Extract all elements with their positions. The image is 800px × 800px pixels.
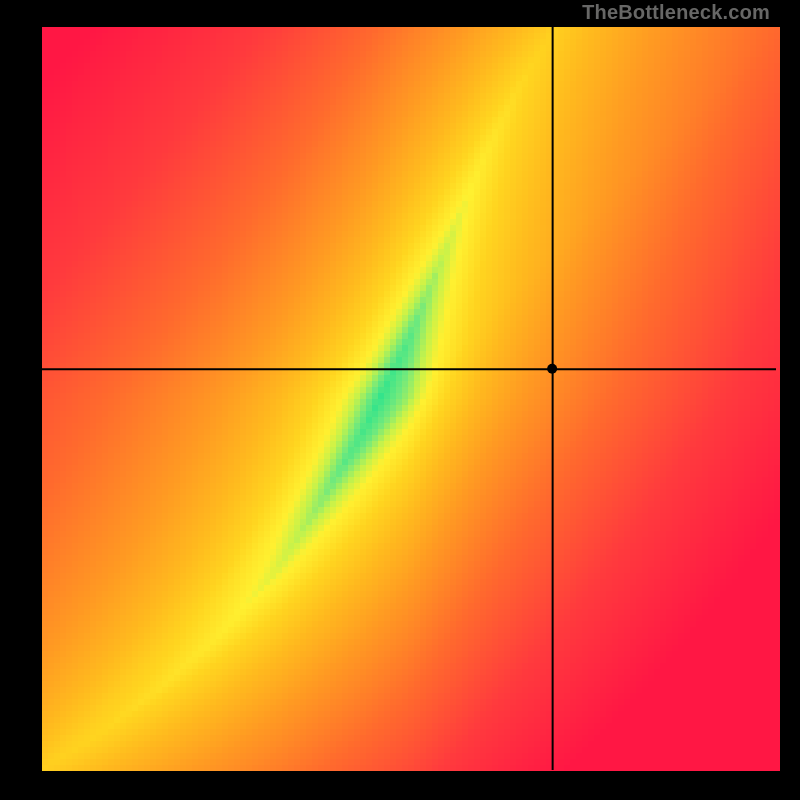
bottleneck-heatmap xyxy=(0,0,800,800)
watermark-text: TheBottleneck.com xyxy=(582,2,770,25)
